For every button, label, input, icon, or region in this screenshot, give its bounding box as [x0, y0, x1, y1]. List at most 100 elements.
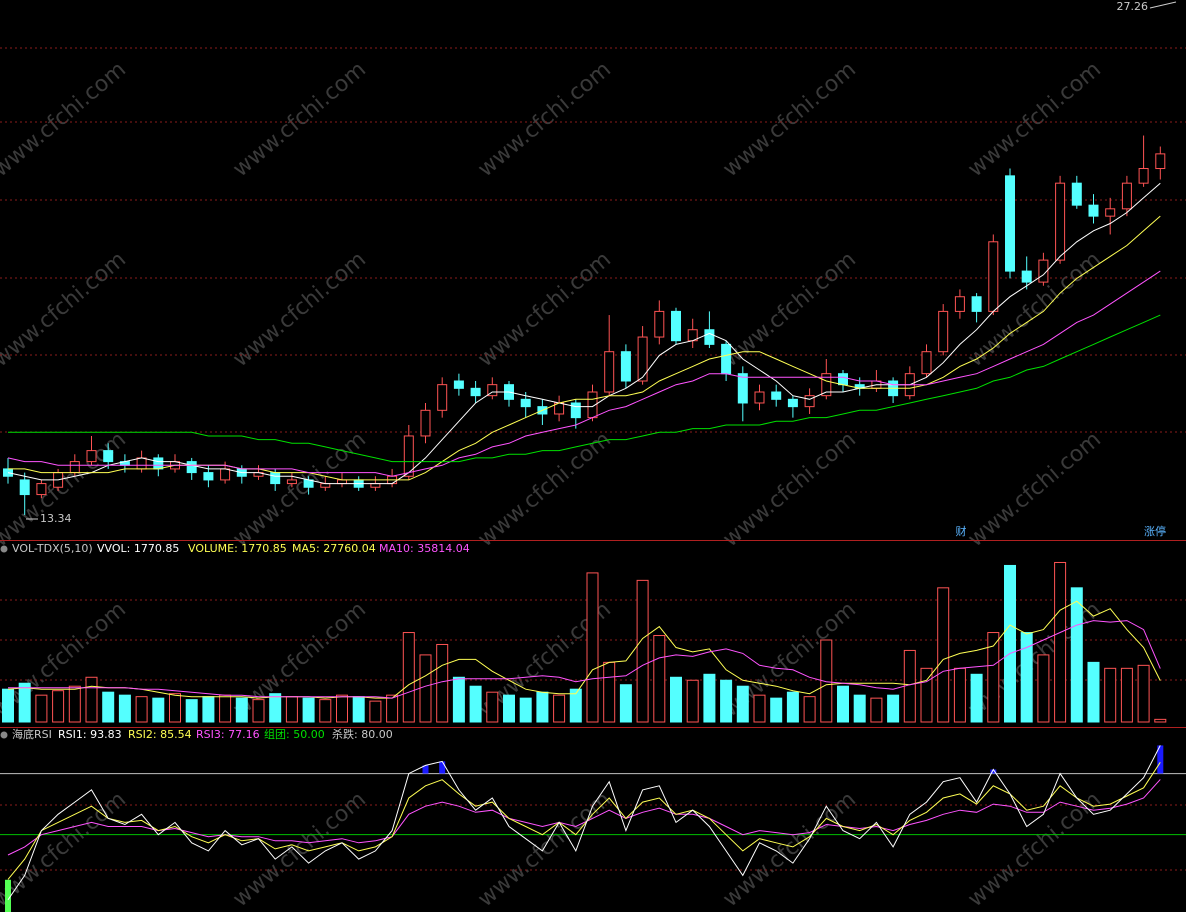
volume-bar — [953, 667, 966, 723]
watermark: www.cfchi.com — [228, 57, 370, 182]
watermark: www.cfchi.com — [473, 787, 615, 912]
volume-bar — [1020, 632, 1033, 723]
candle-body — [520, 398, 531, 408]
volume-bar — [269, 693, 282, 723]
candle-body — [787, 398, 798, 408]
volume-bar — [887, 694, 900, 723]
candle-body — [737, 373, 748, 404]
watermark: www.cfchi.com — [0, 427, 131, 552]
candle-body — [988, 241, 999, 312]
high-arrow — [1149, 1, 1177, 9]
candle-body — [570, 402, 581, 419]
candle-body — [220, 468, 231, 481]
candle-body — [754, 391, 765, 404]
candle-body — [1138, 168, 1149, 184]
candle-body — [1088, 204, 1099, 217]
candle-body — [1005, 175, 1015, 272]
volume-bar — [18, 682, 31, 723]
legend-entry: RSI2: 85.54 — [128, 728, 192, 741]
watermark: www.cfchi.com — [473, 57, 615, 182]
volume-bar — [503, 694, 515, 723]
candle-body — [470, 387, 481, 397]
candle-body — [153, 457, 164, 470]
candle-body — [36, 483, 47, 496]
overbought-bar — [439, 761, 446, 774]
volume-bar — [937, 587, 950, 723]
volume-bar — [670, 676, 682, 723]
candle-body — [270, 472, 281, 485]
watermark: www.cfchi.com — [718, 247, 860, 372]
candle-body — [1038, 259, 1049, 283]
volume-ma-line — [8, 620, 1161, 699]
candle-body — [3, 468, 13, 477]
volume-bar — [987, 632, 1000, 723]
panel-icon — [0, 545, 8, 553]
volume-bar — [235, 697, 248, 723]
volume-bar — [285, 696, 298, 723]
volume-bar — [803, 696, 816, 723]
volume-bar — [786, 691, 799, 723]
candle-body — [86, 450, 97, 463]
volume-bar — [419, 654, 432, 723]
watermark: www.cfchi.com — [228, 597, 370, 722]
volume-bar — [970, 673, 983, 723]
volume-bar — [469, 685, 482, 723]
volume-bar — [569, 688, 582, 723]
volume-bar — [753, 694, 766, 723]
volume-bar — [1054, 561, 1067, 723]
candle-body — [1121, 182, 1132, 210]
volume-bar — [118, 694, 131, 723]
volume-bar — [603, 661, 616, 723]
volume-bar — [336, 694, 348, 723]
watermark: www.cfchi.com — [0, 57, 131, 182]
ma-line — [8, 314, 1161, 463]
volume-bar — [402, 632, 415, 723]
volume-bar — [536, 691, 549, 723]
candle-body — [203, 472, 214, 481]
candle-body — [186, 461, 197, 474]
candle-body — [838, 373, 848, 386]
candle-body — [453, 380, 464, 389]
volume-bar — [920, 667, 933, 723]
panel-icon — [0, 731, 8, 739]
volume-bar — [853, 694, 866, 723]
overbought-bar — [422, 765, 429, 774]
volume-bar — [219, 694, 232, 723]
candle-body — [103, 450, 114, 463]
watermark: www.cfchi.com — [963, 597, 1105, 722]
badge: 财 — [956, 524, 967, 538]
legend-entry: RSI1: 93.83 — [58, 728, 122, 741]
volume-bar — [720, 679, 733, 723]
watermark-layer: www.cfchi.com www.cfchi.com www.cfchi.com w… — [0, 57, 1106, 912]
oversold-bar — [5, 879, 11, 912]
watermark: www.cfchi.com — [718, 57, 860, 182]
watermark: www.cfchi.com — [963, 427, 1105, 552]
candle-body — [487, 384, 498, 397]
candle-body — [938, 310, 949, 353]
ma-line — [7, 182, 1161, 485]
candle-body — [954, 296, 965, 312]
candle-body — [19, 479, 30, 496]
badge: 涨停 — [1144, 524, 1166, 538]
low-label: 13.34 — [40, 512, 72, 525]
candle-body — [403, 435, 414, 477]
watermark: www.cfchi.com — [0, 247, 131, 372]
high-label: 27.26 — [1117, 0, 1149, 13]
volume-bar — [703, 673, 716, 723]
candle-body — [1021, 270, 1032, 283]
volume-bar — [52, 690, 65, 723]
volume-bar — [68, 685, 81, 723]
candle-body — [654, 310, 665, 338]
volume-bar — [519, 697, 532, 723]
volume-bar — [636, 579, 649, 723]
volume-bar — [2, 688, 14, 723]
watermark: www.cfchi.com — [228, 247, 370, 372]
candle-body — [604, 351, 615, 393]
candle-body — [1155, 153, 1166, 170]
overbought-bar — [1157, 745, 1164, 774]
candle-body — [337, 479, 347, 485]
volume-bar — [770, 697, 783, 723]
volume-bar — [653, 635, 666, 723]
candle-body — [69, 461, 80, 474]
legend-entry: VOLUME: 1770.85 — [188, 542, 287, 555]
